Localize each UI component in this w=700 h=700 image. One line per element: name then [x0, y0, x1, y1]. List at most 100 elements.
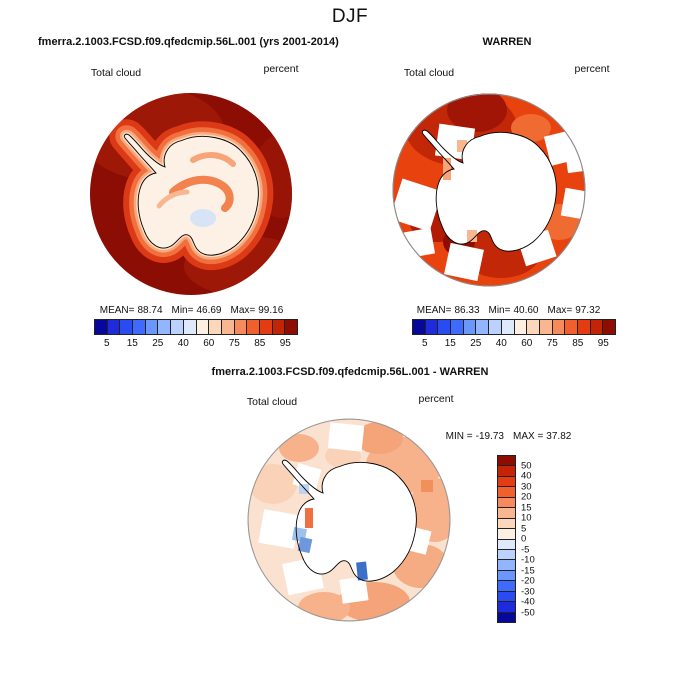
colorbar-cell — [209, 320, 222, 334]
model-units-label: percent — [263, 63, 299, 75]
diff-colorbar — [497, 455, 516, 623]
colorbar-tick-label: 15 — [521, 502, 532, 513]
colorbar-cell — [259, 320, 273, 334]
colorbar-tick-label: 40 — [521, 470, 532, 482]
colorbar-tick-label: 75 — [228, 338, 240, 349]
colorbar-cell — [476, 320, 490, 334]
colorbar-cell — [590, 320, 604, 334]
colorbar-cell — [498, 612, 515, 622]
colorbar-cell — [539, 320, 553, 334]
colorbar-tick-label: 0 — [521, 533, 527, 545]
colorbar-cell — [145, 320, 159, 334]
colorbar-cell — [272, 320, 286, 334]
diff-colorbar-ticks: 50 40 30 20 15 10 5 0 -5 -10 -15 -20 -30 -40 -50 — [521, 455, 545, 623]
colorbar-tick-label: 15 — [126, 338, 138, 349]
colorbar-cell — [158, 320, 172, 334]
diff-variable-label: Total cloud — [246, 396, 298, 408]
colorbar-cell — [498, 508, 515, 519]
colorbar-cell — [498, 466, 515, 477]
colorbar-tick-label: -50 — [521, 607, 535, 618]
negative-diff-patch — [356, 561, 368, 581]
colorbar-cell — [498, 591, 515, 603]
model-variable-label: Total cloud — [90, 67, 142, 79]
obs-variable-label: Total cloud — [403, 67, 455, 79]
colorbar-cell — [498, 476, 515, 488]
diff-panel-title: fmerra.2.1003.FCSD.f09.qfedcmip.56L.001 … — [211, 366, 489, 378]
colorbar-tick-label: 85 — [254, 338, 266, 349]
colorbar-cell — [498, 581, 515, 592]
colorbar-cell — [463, 320, 477, 334]
colorbar-cell — [425, 320, 439, 334]
colorbar-tick-label: -5 — [521, 544, 530, 555]
colorbar-tick-label: 95 — [279, 338, 291, 349]
colorbar-cell — [107, 320, 121, 334]
colorbar-cell — [247, 320, 260, 334]
obs-map — [392, 93, 586, 287]
colorbar-tick-label: -20 — [521, 575, 535, 587]
colorbar-cell — [552, 320, 566, 334]
colorbar-cell — [498, 487, 515, 498]
colorbar-cell — [451, 320, 464, 334]
colorbar-cell — [489, 320, 502, 334]
colorbar-cell — [498, 456, 515, 467]
colorbar-tick-label: -40 — [521, 596, 535, 608]
colorbar-cell — [438, 320, 452, 334]
colorbar-tick-label: 25 — [152, 338, 164, 349]
colorbar-tick-label: 75 — [546, 338, 558, 349]
colorbar-tick-label: 5 — [421, 338, 428, 349]
colorbar-cell — [603, 320, 615, 334]
map-limb — [392, 93, 586, 287]
colorbar-cell — [133, 320, 146, 334]
colorbar-tick-label: 40 — [495, 338, 507, 349]
colorbar-cell — [221, 320, 235, 334]
colorbar-cell — [498, 539, 515, 550]
model-stats: MEAN= 88.74 Min= 46.69 Max= 99.16 — [99, 305, 284, 316]
colorbar-tick-label: 15 — [444, 338, 456, 349]
colorbar-cell — [498, 497, 515, 509]
colorbar-cell — [498, 549, 515, 561]
colorbar-cell — [234, 320, 248, 334]
colorbar-tick-label: 25 — [470, 338, 482, 349]
contour-swirl — [169, 175, 234, 212]
colorbar-cell — [577, 320, 591, 334]
colorbar-cell — [514, 320, 528, 334]
colorbar-cell — [183, 320, 197, 334]
diff-minmax: MIN = -19.73 MAX = 37.82 — [445, 431, 572, 442]
colorbar-tick-label: 5 — [521, 523, 527, 534]
colorbar-tick-label: 5 — [103, 338, 110, 349]
model-map — [90, 93, 292, 295]
colorbar-tick-label: 10 — [521, 512, 532, 524]
colorbar-tick-label: 60 — [203, 338, 215, 349]
colorbar-cell — [285, 320, 297, 334]
obs-colorbar — [412, 319, 616, 335]
obs-colorbar-ticks: 5 15 25 40 60 75 85 95 — [412, 338, 616, 350]
colorbar-cell — [171, 320, 184, 334]
colorbar-cell — [565, 320, 578, 334]
colorbar-tick-label: 40 — [177, 338, 189, 349]
season-title: DJF — [331, 6, 369, 27]
model-colorbar — [94, 319, 298, 335]
colorbar-tick-label: 30 — [521, 481, 532, 492]
colorbar-tick-label: -10 — [521, 554, 535, 566]
obs-units-label: percent — [574, 63, 610, 75]
colorbar-cell — [413, 320, 426, 334]
colorbar-tick-label: 60 — [521, 338, 533, 349]
colorbar-cell — [498, 570, 515, 582]
colorbar-tick-label: 50 — [521, 460, 532, 471]
colorbar-cell — [527, 320, 540, 334]
colorbar-cell — [120, 320, 134, 334]
colorbar-cell — [498, 529, 515, 540]
model-panel-title: fmerra.2.1003.FCSD.f09.qfedcmip.56L.001 … — [38, 36, 339, 48]
colorbar-tick-label: -30 — [521, 586, 535, 597]
low-cloud-spot — [190, 209, 216, 227]
obs-panel-title: WARREN — [482, 36, 532, 48]
colorbar-cell — [498, 602, 515, 613]
map-limb — [247, 418, 451, 622]
colorbar-tick-label: -15 — [521, 565, 535, 576]
colorbar-cell — [196, 320, 210, 334]
obs-stats: MEAN= 86.33 Min= 40.60 Max= 97.32 — [416, 305, 601, 316]
colorbar-cell — [95, 320, 108, 334]
diff-units-label: percent — [418, 393, 454, 405]
colorbar-tick-label: 95 — [597, 338, 609, 349]
